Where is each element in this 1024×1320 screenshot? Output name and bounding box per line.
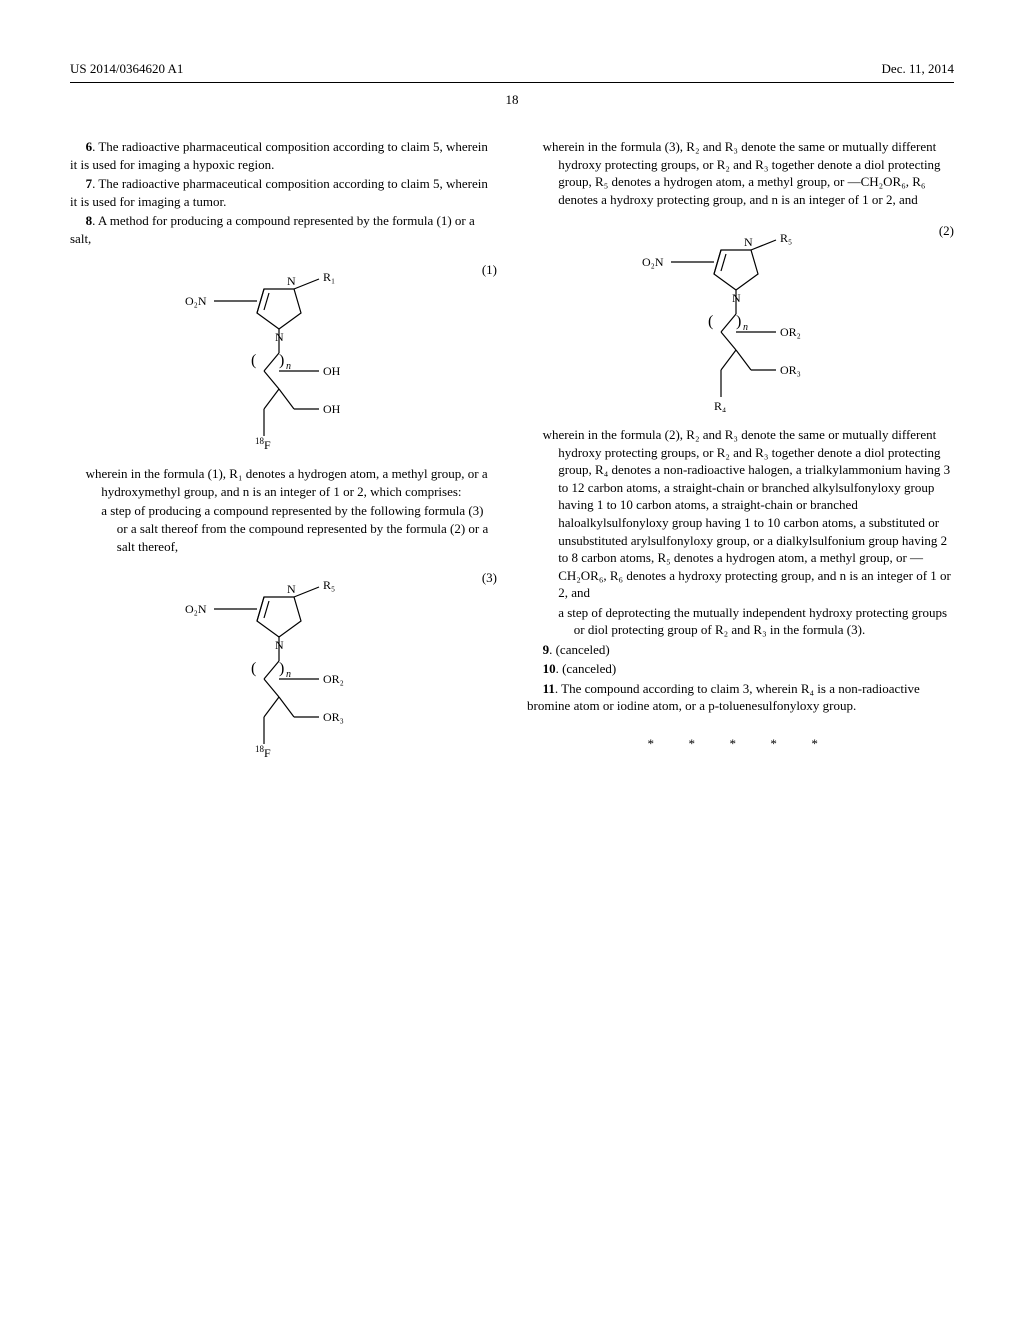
label-OH1: OH bbox=[323, 364, 341, 378]
formula-3-block: (3) O₂N bbox=[70, 569, 497, 759]
label-n: n bbox=[286, 361, 291, 372]
claim-number: 10 bbox=[543, 661, 556, 676]
label-OR3: OR₃ bbox=[323, 710, 344, 724]
claim-11: 11. The compound according to claim 3, w… bbox=[527, 680, 954, 715]
claim-number: 11 bbox=[543, 681, 555, 696]
claim-9: 9. (canceled) bbox=[527, 641, 954, 659]
label-R4: R₄ bbox=[714, 399, 726, 412]
formula-1-block: (1) bbox=[70, 261, 497, 451]
page-header: US 2014/0364620 A1 Dec. 11, 2014 bbox=[70, 60, 954, 83]
label-R5: R₅ bbox=[780, 231, 792, 245]
formula-2-structure: O₂N N N R₅ ( ) n OR₂ OR₃ R₄ bbox=[636, 222, 846, 412]
label-O2N: O₂N bbox=[185, 602, 207, 616]
claim-8-wherein: wherein in the formula (1), R₁ denotes a… bbox=[70, 465, 497, 500]
label-R1: R₁ bbox=[323, 270, 335, 284]
label-OR3: OR₃ bbox=[780, 363, 801, 377]
claim-text: . The compound according to claim 3, whe… bbox=[527, 681, 920, 714]
publication-date: Dec. 11, 2014 bbox=[882, 60, 954, 78]
claim-text: . The radioactive pharmaceutical composi… bbox=[70, 176, 488, 209]
label-N-top: N bbox=[744, 235, 753, 249]
label-N-top: N bbox=[287, 274, 296, 288]
label-paren-open: ( bbox=[251, 660, 256, 677]
label-N-bot: N bbox=[275, 330, 284, 344]
claim-text: . A method for producing a compound repr… bbox=[70, 213, 475, 246]
formula-3-wherein: wherein in the formula (3), R₂ and R₃ de… bbox=[527, 138, 954, 208]
claim-6: 6. The radioactive pharmaceutical compos… bbox=[70, 138, 497, 173]
label-O2N: O₂N bbox=[642, 255, 664, 269]
label-paren-open: ( bbox=[251, 352, 256, 369]
publication-number: US 2014/0364620 A1 bbox=[70, 60, 183, 78]
formula-3-structure: O₂N N N R₅ ( ) n OR₂ OR₃ 18F bbox=[179, 569, 389, 759]
formula-1-label: (1) bbox=[482, 261, 497, 279]
label-18F: 18F bbox=[255, 436, 271, 451]
label-N-bot: N bbox=[732, 291, 741, 305]
label-paren-open: ( bbox=[708, 313, 713, 330]
step-deprotect: a step of deprotecting the mutually inde… bbox=[527, 604, 954, 639]
two-column-body: 6. The radioactive pharmaceutical compos… bbox=[70, 138, 954, 773]
formula-3-label: (3) bbox=[482, 569, 497, 587]
end-stars: * * * * * bbox=[527, 735, 954, 753]
label-paren-close: ) bbox=[279, 660, 284, 677]
left-column: 6. The radioactive pharmaceutical compos… bbox=[70, 138, 497, 773]
page-number: 18 bbox=[70, 91, 954, 109]
label-N-top: N bbox=[287, 582, 296, 596]
label-n: n bbox=[286, 669, 291, 680]
right-column: wherein in the formula (3), R₂ and R₃ de… bbox=[527, 138, 954, 773]
formula-2-block: (2) O₂N bbox=[527, 222, 954, 412]
formula-2-wherein: wherein in the formula (2), R₂ and R₃ de… bbox=[527, 426, 954, 601]
claim-10: 10. (canceled) bbox=[527, 660, 954, 678]
label-n: n bbox=[743, 322, 748, 333]
label-paren-close: ) bbox=[736, 313, 741, 330]
label-OH2: OH bbox=[323, 402, 341, 416]
label-N-bot: N bbox=[275, 638, 284, 652]
claim-8-intro: 8. A method for producing a compound rep… bbox=[70, 212, 497, 247]
label-18F: 18F bbox=[255, 744, 271, 759]
claim-text: . (canceled) bbox=[549, 642, 610, 657]
claim-7: 7. The radioactive pharmaceutical compos… bbox=[70, 175, 497, 210]
claim-8-step: a step of producing a compound represent… bbox=[70, 502, 497, 555]
formula-1-structure: O₂N N N R₁ ( ) n OH OH 18F bbox=[179, 261, 389, 451]
label-paren-close: ) bbox=[279, 352, 284, 369]
label-O2N: O₂N bbox=[185, 294, 207, 308]
label-R5: R₅ bbox=[323, 578, 335, 592]
label-OR2: OR₂ bbox=[780, 325, 801, 339]
claim-text: . The radioactive pharmaceutical composi… bbox=[70, 139, 488, 172]
label-OR2: OR₂ bbox=[323, 672, 344, 686]
claim-text: . (canceled) bbox=[556, 661, 617, 676]
formula-2-label: (2) bbox=[939, 222, 954, 240]
